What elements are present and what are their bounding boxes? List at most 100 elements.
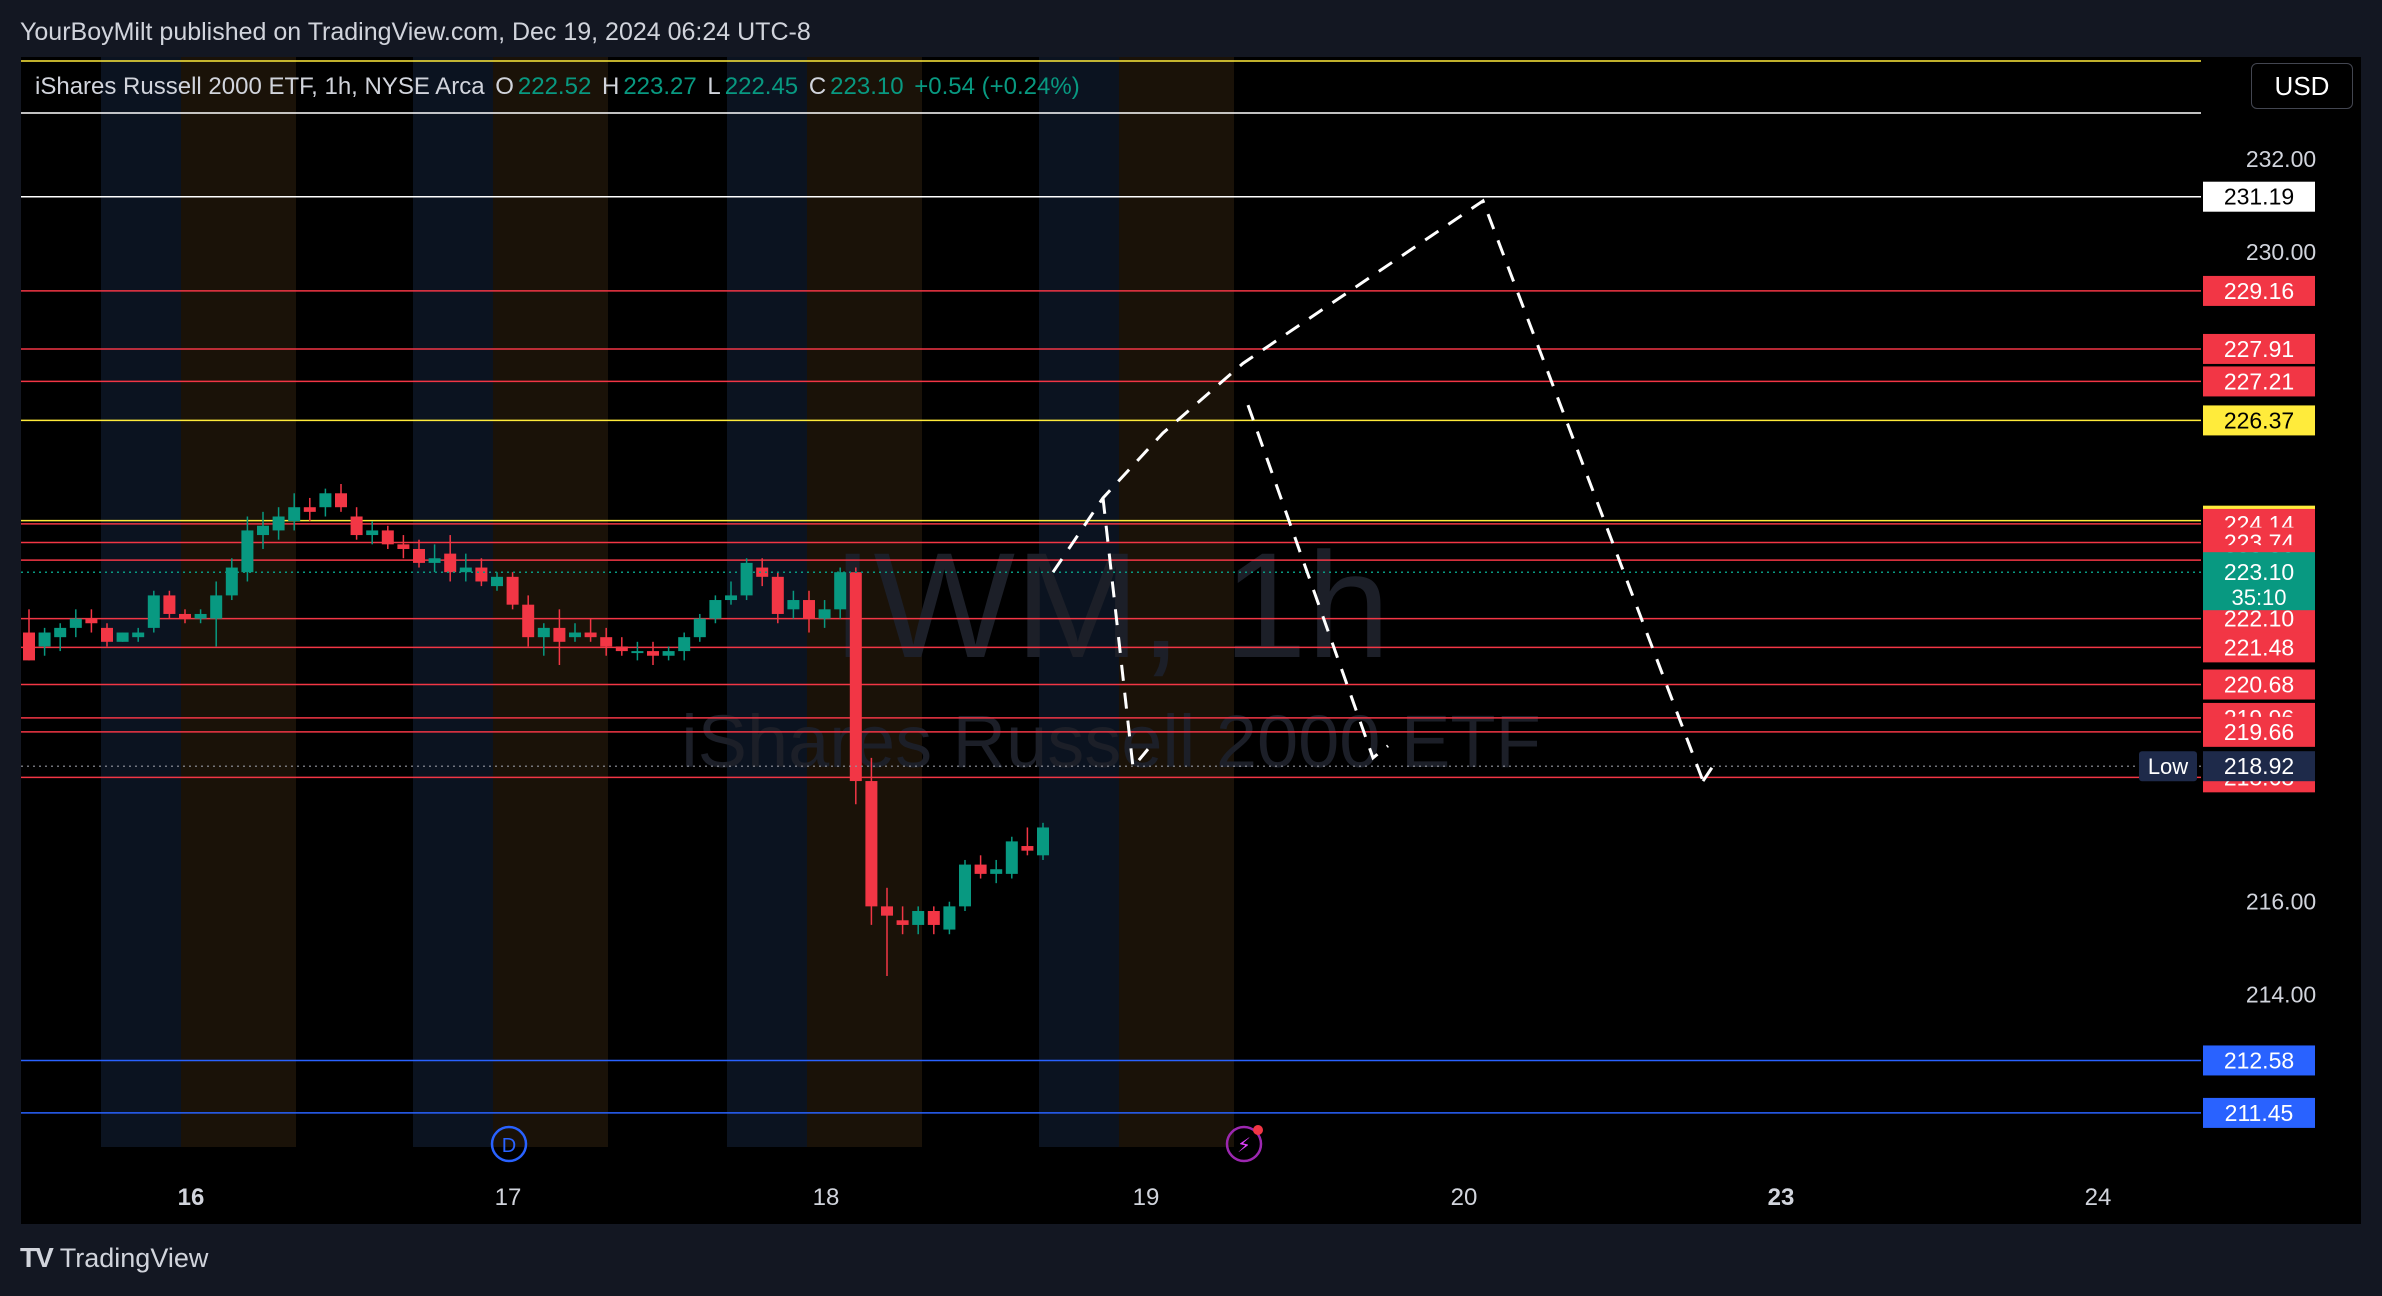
level-price-tag: 229.16	[2224, 278, 2294, 304]
currency-button[interactable]: USD	[2251, 63, 2353, 109]
candle-body	[288, 507, 301, 522]
projection-path-main	[1051, 198, 1705, 782]
time-tick-label: 20	[1451, 1184, 1478, 1211]
candle-body	[974, 864, 987, 874]
session-band	[1039, 57, 1119, 1147]
notification-dot	[1253, 1125, 1263, 1135]
candle-body	[818, 609, 831, 619]
candle-body	[459, 567, 472, 573]
candle-body	[397, 544, 410, 549]
candle-body	[1005, 841, 1018, 874]
candle-body	[1037, 827, 1049, 856]
level-price-tag: 212.58	[2224, 1047, 2294, 1073]
level-price-tag: 220.68	[2224, 672, 2294, 698]
level-price-tag: 219.66	[2224, 719, 2294, 745]
low-label: Low	[2148, 754, 2188, 779]
candle-body	[756, 567, 769, 577]
candle-body	[257, 525, 269, 536]
time-tick-label: 17	[495, 1184, 522, 1211]
candle-body	[194, 613, 207, 619]
candle-body	[413, 548, 425, 563]
candle-body	[491, 576, 503, 587]
candle-body	[865, 781, 878, 907]
candle-body	[210, 595, 223, 619]
candle-body	[647, 651, 659, 656]
candle-body	[959, 864, 971, 907]
current-price-tag-bg	[2203, 552, 2315, 611]
candle-body	[506, 576, 519, 605]
price-chart[interactable]: IWM, 1h iShares Russell 2000 ETF 232.00 230…	[21, 57, 2361, 1224]
candle-body	[319, 493, 332, 508]
watermark-ticker: IWM, 1h	[832, 521, 1390, 689]
candle-body	[662, 651, 675, 656]
candle-body	[615, 646, 628, 652]
legend-low-key: L	[707, 73, 721, 100]
candle-body	[725, 595, 737, 601]
time-axis-bg	[21, 1169, 2201, 1224]
candle-body	[912, 911, 925, 925]
event-marker-icon	[1225, 1125, 1263, 1163]
projection-path-tertiary	[1246, 404, 1389, 761]
candle-body	[241, 530, 254, 573]
legend-high-value: 223.27	[623, 73, 697, 100]
legend-close-key: C	[808, 73, 827, 100]
candle-body	[85, 618, 98, 624]
candle-body	[849, 572, 862, 782]
level-price-tag-bg	[2203, 669, 2315, 700]
dividend-marker-label: D	[502, 1135, 516, 1157]
price-tick-label: 232.00	[2246, 146, 2316, 172]
level-price-tag-bg	[2203, 1097, 2315, 1128]
candle-body	[537, 627, 550, 638]
session-band	[413, 57, 493, 1147]
low-price-tag: 218.92	[2224, 753, 2294, 779]
candle-body	[569, 632, 581, 638]
candle-body	[23, 632, 35, 661]
time-tick-label: 24	[2085, 1184, 2112, 1211]
candle-body	[709, 600, 722, 619]
candle-body	[303, 507, 316, 512]
session-band	[181, 57, 296, 1147]
publisher-line: YourBoyMilt published on TradingView.com…	[20, 18, 811, 46]
candle-body	[69, 618, 82, 628]
candle-body	[444, 553, 457, 573]
legend-high-key: H	[601, 73, 620, 100]
level-price-tag-bg	[2203, 632, 2315, 663]
level-price-tag-bg	[2203, 275, 2315, 306]
candle-body	[163, 595, 176, 614]
candle-body	[335, 493, 347, 508]
level-price-tag: 226.37	[2224, 407, 2294, 433]
candle-body	[787, 600, 800, 610]
legend-close-value: 223.10	[830, 73, 904, 100]
candle-body	[881, 906, 893, 916]
session-band	[807, 57, 922, 1147]
tradingview-mark-icon: TV	[20, 1242, 54, 1273]
legend-change: +0.54 (+0.24%)	[914, 73, 1080, 100]
level-price-tag-bg	[2203, 405, 2315, 436]
legend-low-value: 222.45	[724, 73, 799, 100]
candle-body	[927, 911, 940, 925]
time-tick-label: 23	[1768, 1184, 1795, 1211]
low-label-bg	[2139, 751, 2197, 782]
candle-body	[101, 627, 113, 642]
candle-body	[740, 562, 753, 596]
candle-body	[428, 558, 441, 563]
candle-body	[381, 530, 394, 545]
candle-body	[147, 595, 160, 628]
level-price-tag-bg	[2203, 1045, 2315, 1076]
level-price-tag: 227.91	[2224, 336, 2294, 362]
dividend-marker-icon	[490, 1125, 528, 1163]
chart-panel[interactable]: IWM, 1h iShares Russell 2000 ETF 232.00 230…	[21, 57, 2361, 1224]
level-price-tag-bg	[2203, 181, 2315, 212]
time-tick-label: 18	[813, 1184, 840, 1211]
level-price-tag-bg	[2203, 366, 2315, 397]
candle-body	[272, 516, 285, 531]
price-tick-label: 230.00	[2246, 239, 2316, 265]
tradingview-logo[interactable]: TV TradingView	[20, 1242, 208, 1274]
candle-body	[54, 627, 67, 638]
time-tick-label: 16	[178, 1184, 205, 1211]
candle-body	[116, 632, 129, 642]
candle-body	[366, 530, 379, 536]
level-price-tag-bg	[2203, 716, 2315, 747]
bar-countdown: 35:10	[2231, 585, 2286, 610]
candle-body	[834, 572, 847, 610]
